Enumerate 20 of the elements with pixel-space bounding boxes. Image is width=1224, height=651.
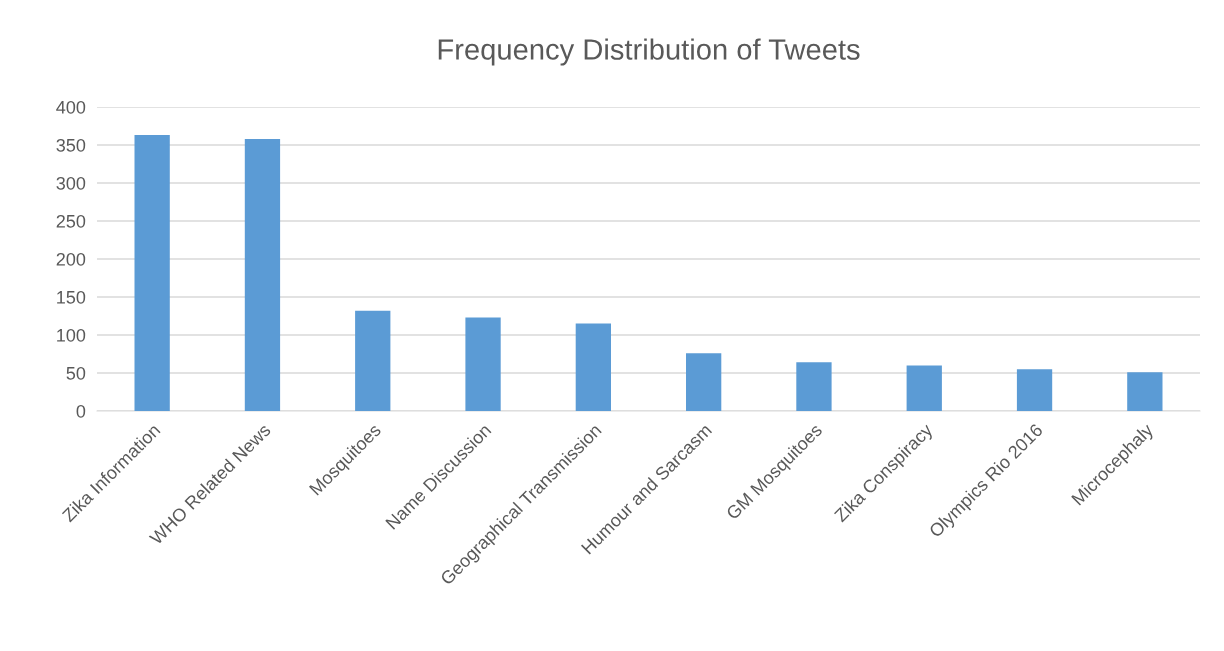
bar (686, 353, 722, 411)
bar (134, 135, 170, 411)
bar (1016, 369, 1053, 411)
y-tick-label: 250 (56, 214, 86, 228)
bar (244, 138, 281, 411)
y-tick-label: 350 (56, 138, 86, 152)
y-tick-label: 0 (76, 404, 86, 418)
y-tick-label: 400 (56, 100, 86, 114)
bar (796, 362, 832, 411)
bar (465, 317, 501, 411)
y-tick-label: 100 (57, 328, 86, 342)
chart-title: Frequency Distribution of Tweets (438, 38, 860, 66)
bar (355, 310, 391, 411)
bar (575, 323, 611, 411)
y-tick-label: 300 (56, 176, 86, 190)
bar (1127, 372, 1163, 411)
y-tick-label: 200 (56, 252, 86, 266)
bar (906, 365, 942, 411)
y-tick-label: 150 (57, 290, 86, 304)
y-tick-label: 50 (66, 366, 86, 380)
